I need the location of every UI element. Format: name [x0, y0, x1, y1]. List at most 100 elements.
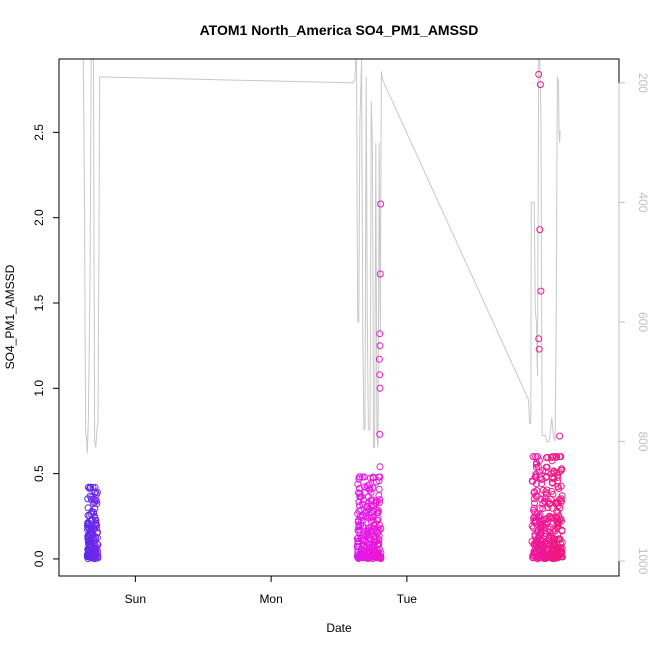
- right-tick-label: 1000: [636, 548, 650, 575]
- data-point: [376, 545, 383, 553]
- data-point: [549, 453, 557, 461]
- data-point: [545, 512, 553, 520]
- data-point: [368, 546, 376, 554]
- data-point: [354, 480, 362, 488]
- y-axis-left: 0.0 0.5 1.0 1.5 2.0 2.5: [32, 124, 59, 567]
- data-point: [558, 466, 565, 474]
- data-point: [90, 547, 98, 555]
- data-point: [356, 489, 364, 497]
- data-point: [549, 479, 557, 487]
- data-point: [534, 527, 541, 535]
- data-point-outlier: [377, 200, 385, 208]
- data-point: [547, 533, 555, 541]
- data-point: [358, 473, 366, 481]
- pressure-line: [81, 58, 561, 454]
- data-point: [361, 542, 369, 550]
- data-point: [359, 500, 367, 508]
- data-point: [89, 483, 97, 491]
- data-points: [83, 70, 566, 563]
- data-point: [364, 529, 372, 537]
- x-axis: Sun Mon Tue: [125, 576, 417, 606]
- data-point: [540, 553, 548, 561]
- data-point: [545, 553, 553, 561]
- data-point: [356, 513, 364, 521]
- data-point: [533, 552, 541, 560]
- data-point: [536, 511, 544, 519]
- data-point: [363, 508, 371, 516]
- data-point: [372, 478, 380, 486]
- y-tick-label: 2.5: [32, 124, 46, 141]
- data-point: [88, 507, 96, 515]
- right-tick-label: 800: [636, 432, 650, 452]
- data-point: [531, 499, 538, 507]
- data-point: [552, 500, 560, 508]
- data-point: [536, 504, 544, 512]
- data-point: [532, 460, 540, 468]
- data-point: [367, 509, 375, 517]
- data-point: [554, 473, 562, 481]
- data-point-outlier: [535, 70, 543, 78]
- y-axis-right: 200 400 600 800 1000: [618, 73, 650, 575]
- data-point: [539, 505, 547, 513]
- data-point: [534, 555, 542, 563]
- data-point: [364, 482, 371, 490]
- right-tick-label: 200: [636, 73, 650, 93]
- data-point: [373, 498, 381, 506]
- data-point: [554, 508, 562, 516]
- data-point: [555, 485, 563, 492]
- data-point: [546, 525, 554, 533]
- data-point: [544, 504, 552, 512]
- data-point: [355, 523, 363, 531]
- x-tick-label: Sun: [125, 592, 146, 606]
- data-point-outlier: [376, 463, 384, 471]
- data-point: [353, 543, 361, 551]
- data-point: [538, 475, 546, 483]
- y-tick-label: 0.5: [32, 465, 46, 482]
- data-point: [548, 457, 556, 465]
- data-point: [371, 553, 378, 561]
- data-point: [558, 492, 566, 500]
- data-point-outlier: [376, 430, 384, 438]
- right-tick-label: 600: [636, 312, 650, 332]
- data-point: [360, 483, 368, 491]
- data-point: [548, 487, 556, 495]
- data-point: [550, 467, 558, 475]
- data-point-outlier: [375, 355, 383, 363]
- data-point: [529, 453, 537, 461]
- data-point: [373, 529, 381, 537]
- data-point: [547, 524, 555, 532]
- data-point: [539, 517, 547, 525]
- data-point: [541, 498, 549, 506]
- data-point: [361, 544, 369, 552]
- data-point: [532, 470, 540, 478]
- data-point: [530, 506, 537, 514]
- data-point: [356, 485, 363, 492]
- chart-title: ATOM1 North_America SO4_PM1_AMSSD: [200, 22, 479, 38]
- data-point: [375, 485, 383, 493]
- data-point-outlier: [376, 342, 384, 350]
- data-point: [374, 524, 382, 532]
- data-point: [366, 474, 374, 482]
- data-point: [557, 517, 565, 525]
- right-tick-label: 400: [636, 192, 650, 212]
- data-point: [370, 522, 378, 530]
- data-point: [546, 528, 554, 536]
- data-point: [355, 473, 363, 481]
- data-point: [358, 554, 366, 561]
- data-point: [538, 480, 546, 488]
- data-point: [373, 545, 381, 553]
- data-point-outlier: [535, 345, 543, 353]
- data-point: [367, 513, 375, 521]
- y-tick-label: 0.0: [32, 550, 46, 567]
- y-tick-label: 1.5: [32, 294, 46, 311]
- y-tick-label: 2.0: [32, 209, 46, 226]
- y-axis-label: SO4_PM1_AMSSD: [3, 264, 17, 369]
- x-tick-label: Mon: [259, 592, 282, 606]
- data-point: [550, 475, 558, 483]
- data-point: [84, 504, 92, 512]
- data-point: [369, 545, 377, 553]
- data-point: [548, 479, 556, 486]
- data-point-outlier: [376, 371, 384, 379]
- data-point: [558, 527, 566, 535]
